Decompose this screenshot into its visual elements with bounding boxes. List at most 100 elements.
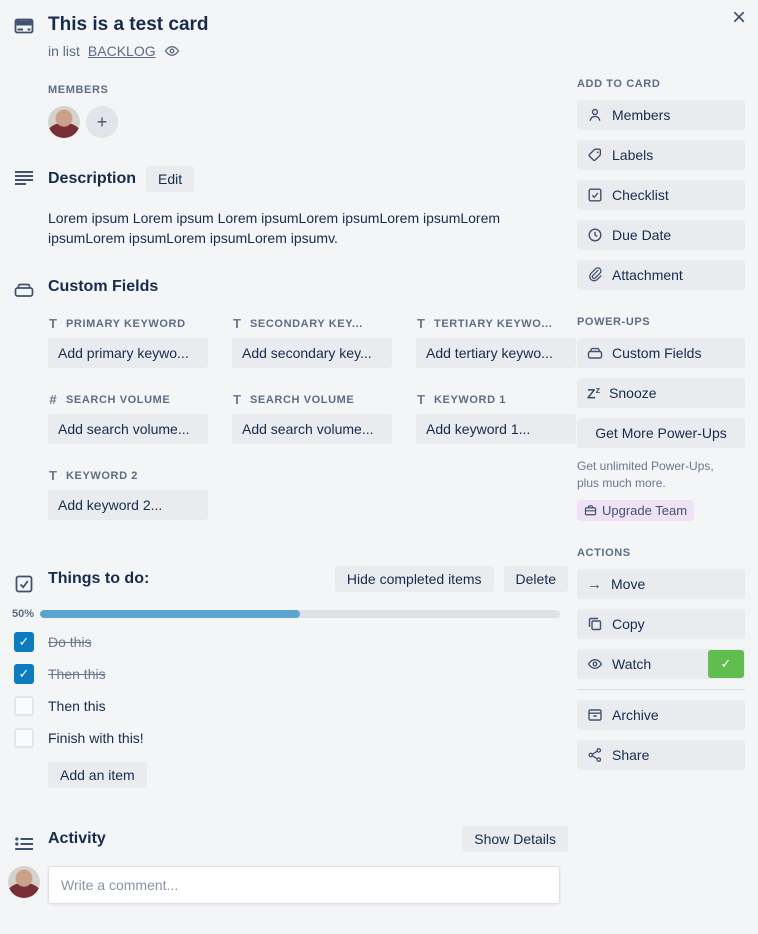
checklist-item-label: Then this bbox=[48, 698, 106, 714]
text-type-icon: T bbox=[233, 392, 241, 407]
custom-field: # SEARCH VOLUME Add search volume... bbox=[48, 392, 208, 444]
progress-bar bbox=[40, 610, 560, 618]
custom-field-label: SECONDARY KEY... bbox=[250, 317, 363, 330]
number-type-icon: # bbox=[49, 392, 57, 407]
activity-title: Activity bbox=[48, 830, 106, 847]
plus-icon: + bbox=[96, 111, 108, 132]
custom-field-label: PRIMARY KEYWORD bbox=[66, 317, 186, 330]
checklist-title: Things to do: bbox=[48, 570, 150, 587]
copy-button[interactable]: Copy bbox=[577, 609, 745, 639]
checklist-item[interactable]: ✓ Then this bbox=[0, 658, 568, 690]
checklist-item[interactable]: ✓ Then this bbox=[0, 690, 568, 722]
custom-fields-icon bbox=[587, 345, 603, 361]
page-title[interactable]: This is a test card bbox=[48, 14, 209, 35]
text-type-icon: T bbox=[417, 392, 425, 407]
description-text[interactable]: Lorem ipsum Lorem ipsum Lorem ipsumLorem… bbox=[48, 210, 501, 246]
upgrade-team-button[interactable]: Upgrade Team bbox=[577, 500, 695, 521]
custom-field: T SECONDARY KEY... Add secondary key... bbox=[232, 316, 392, 368]
checklist-item-label: Do this bbox=[48, 634, 92, 650]
custom-field: T SEARCH VOLUME Add search volume... bbox=[232, 392, 392, 444]
custom-field-input[interactable]: Add keyword 2... bbox=[48, 490, 208, 520]
checkbox-checked-icon[interactable]: ✓ bbox=[14, 632, 34, 652]
checklist-section: Things to do: Hide completed items Delet… bbox=[0, 566, 568, 788]
checkbox-unchecked-icon[interactable]: ✓ bbox=[14, 696, 34, 716]
progress-percent-label: 50% bbox=[12, 608, 35, 620]
sidebar-attachment-button[interactable]: Attachment bbox=[577, 260, 745, 290]
add-item-button[interactable]: Add an item bbox=[48, 762, 147, 788]
add-to-card-title: ADD TO CARD bbox=[577, 78, 661, 90]
sidebar-button-label: Get More Power-Ups bbox=[595, 425, 727, 441]
list-prefix-label: in list bbox=[48, 43, 80, 59]
watch-button[interactable]: Watch ✓ bbox=[577, 649, 745, 679]
sidebar-button-label: Copy bbox=[612, 616, 645, 632]
check-icon: ✓ bbox=[720, 656, 732, 671]
card-sidebar: ADD TO CARD Members Labels Checklist Due… bbox=[577, 78, 745, 780]
comment-input[interactable] bbox=[48, 866, 560, 904]
actions-title: ACTIONS bbox=[577, 547, 631, 559]
archive-icon bbox=[587, 707, 603, 723]
card-header: This is a test card in list BACKLOG bbox=[0, 14, 568, 59]
custom-field-input[interactable]: Add tertiary keywo... bbox=[416, 338, 576, 368]
sidebar-button-label: Move bbox=[611, 576, 646, 592]
activity-icon bbox=[14, 834, 34, 854]
text-type-icon: T bbox=[417, 316, 425, 331]
custom-field-input[interactable]: Add search volume... bbox=[232, 414, 392, 444]
custom-field-input[interactable]: Add search volume... bbox=[48, 414, 208, 444]
member-avatar[interactable] bbox=[48, 106, 80, 138]
show-details-button[interactable]: Show Details bbox=[462, 826, 568, 852]
sidebar-custom-fields-button[interactable]: Custom Fields bbox=[577, 338, 745, 368]
checklist-item[interactable]: ✓ Do this bbox=[0, 626, 568, 658]
watching-eye-icon bbox=[164, 43, 180, 59]
custom-field: T TERTIARY KEYWO... Add tertiary keywo... bbox=[416, 316, 576, 368]
sidebar-button-label: Members bbox=[612, 107, 671, 123]
checklist-item-label: Then this bbox=[48, 666, 106, 682]
sidebar-button-label: Due Date bbox=[612, 227, 672, 243]
paperclip-icon bbox=[587, 267, 603, 283]
clock-icon bbox=[587, 227, 603, 243]
sidebar-checklist-button[interactable]: Checklist bbox=[577, 180, 745, 210]
custom-field-input[interactable]: Add keyword 1... bbox=[416, 414, 576, 444]
members-section: MEMBERS + bbox=[0, 84, 568, 138]
custom-field-label: SEARCH VOLUME bbox=[66, 393, 171, 406]
delete-checklist-button[interactable]: Delete bbox=[503, 566, 568, 592]
custom-fields-title: Custom Fields bbox=[48, 278, 159, 295]
upgrade-team-label: Upgrade Team bbox=[602, 503, 688, 518]
sidebar-labels-button[interactable]: Labels bbox=[577, 140, 745, 170]
add-member-button[interactable]: + bbox=[86, 106, 118, 138]
current-user-avatar bbox=[8, 866, 40, 898]
checkbox-checked-icon[interactable]: ✓ bbox=[14, 664, 34, 684]
sidebar-due-date-button[interactable]: Due Date bbox=[577, 220, 745, 250]
checklist-item[interactable]: ✓ Finish with this! bbox=[0, 722, 568, 754]
card-list-subtitle: in list BACKLOG bbox=[0, 43, 568, 59]
sidebar-button-label: Custom Fields bbox=[612, 345, 702, 361]
sidebar-button-label: Attachment bbox=[612, 267, 683, 283]
checkbox-unchecked-icon[interactable]: ✓ bbox=[14, 728, 34, 748]
checklist-square-icon bbox=[587, 187, 603, 203]
custom-fields-icon bbox=[14, 280, 34, 300]
watching-check-badge: ✓ bbox=[708, 650, 744, 678]
checklist-progress: 50% bbox=[0, 608, 568, 620]
description-section: Description Edit Lorem ipsum Lorem ipsum… bbox=[0, 166, 568, 248]
custom-field-input[interactable]: Add primary keywo... bbox=[48, 338, 208, 368]
members-label: MEMBERS bbox=[48, 84, 109, 96]
move-button[interactable]: → Move bbox=[577, 569, 745, 599]
list-link[interactable]: BACKLOG bbox=[87, 43, 156, 59]
custom-field-input[interactable]: Add secondary key... bbox=[232, 338, 392, 368]
sidebar-snooze-button[interactable]: Zz Snooze bbox=[577, 378, 745, 408]
sidebar-button-label: Archive bbox=[612, 707, 659, 723]
edit-description-button[interactable]: Edit bbox=[146, 166, 195, 192]
card-icon bbox=[14, 16, 34, 36]
sidebar-button-label: Watch bbox=[612, 656, 652, 672]
tag-icon bbox=[587, 147, 603, 163]
description-icon bbox=[14, 168, 34, 188]
get-more-power-ups-button[interactable]: Get More Power-Ups bbox=[577, 418, 745, 448]
archive-button[interactable]: Archive bbox=[577, 700, 745, 730]
text-type-icon: T bbox=[49, 468, 57, 483]
sidebar-members-button[interactable]: Members bbox=[577, 100, 745, 130]
hide-completed-button[interactable]: Hide completed items bbox=[334, 566, 494, 592]
custom-field: T KEYWORD 2 Add keyword 2... bbox=[48, 468, 208, 520]
checklist-item-label: Finish with this! bbox=[48, 730, 144, 746]
close-icon[interactable]: × bbox=[731, 4, 746, 31]
share-button[interactable]: Share bbox=[577, 740, 745, 770]
